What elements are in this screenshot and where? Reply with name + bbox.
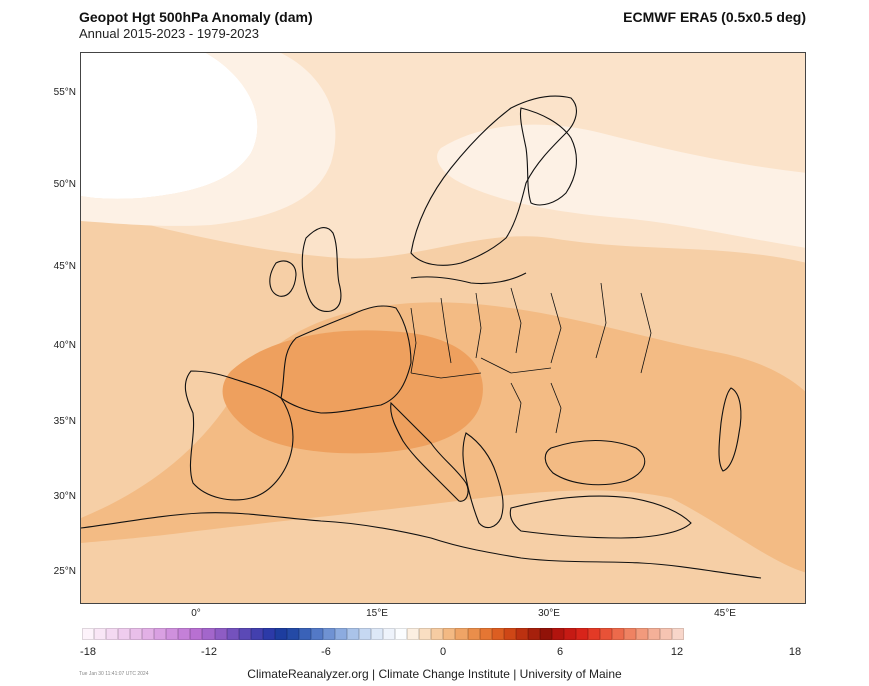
colorbar-cell: [467, 628, 480, 640]
colorbar-cell: [214, 628, 227, 640]
colorbar-cell: [515, 628, 528, 640]
coastlines: [81, 95, 762, 579]
colorbar-cell: [226, 628, 239, 640]
white-area-northwest: [81, 53, 258, 199]
colorbar-cell: [238, 628, 251, 640]
colorbar-cell: [130, 628, 143, 640]
lat-label-50n: 50°N: [53, 179, 76, 190]
colorbar-cell: [371, 628, 384, 640]
colorbar-tick: 6: [556, 646, 564, 658]
colorbar-tick: -18: [80, 646, 96, 658]
colorbar-cell: [443, 628, 456, 640]
lon-label-15e: 15°E: [366, 608, 388, 619]
colorbar-cell: [178, 628, 191, 640]
lat-label-35n: 35°N: [53, 416, 76, 427]
scandinavia: [410, 95, 577, 266]
colorbar-cell: [563, 628, 576, 640]
colorbar-cell: [250, 628, 263, 640]
colorbar-cell: [407, 628, 420, 640]
colorbar-tick: 18: [788, 646, 802, 658]
lat-label-45n: 45°N: [53, 261, 76, 272]
colorbar-tick: -6: [321, 646, 331, 658]
colorbar-cell: [431, 628, 444, 640]
colorbar-cell: [82, 628, 95, 640]
colorbar-cell: [395, 628, 408, 640]
colorbar-cell: [587, 628, 601, 640]
dataset-label: ECMWF ERA5 (0.5x0.5 deg): [623, 9, 806, 25]
anomaly-map: [80, 52, 806, 604]
colorbar-cell: [383, 628, 396, 640]
colorbar-cell: [310, 628, 323, 640]
lon-label-45e: 45°E: [714, 608, 736, 619]
country-borders: [410, 282, 652, 434]
colorbar-cell: [672, 628, 685, 640]
colorbar-cell: [94, 628, 107, 640]
colorbar-cell: [166, 628, 179, 640]
colorbar-tick: -12: [201, 646, 217, 658]
turkey: [509, 495, 692, 539]
colorbar-cell: [142, 628, 155, 640]
map-title: Geopot Hgt 500hPa Anomaly (dam): [79, 9, 313, 25]
iberia-coast: [184, 370, 294, 501]
colorbar-cell: [539, 628, 552, 640]
colorbar-cell: [648, 628, 661, 640]
balkans-greece: [462, 432, 504, 529]
italy: [390, 401, 469, 502]
colorbar-cell: [298, 628, 311, 640]
lightest-area-scandinavia: [437, 124, 805, 248]
colorbar-cell: [262, 628, 275, 640]
north-africa-coast: [81, 512, 762, 579]
colorbar-cell: [575, 628, 588, 640]
colorbar-cell: [455, 628, 468, 640]
france-coast: [280, 305, 412, 414]
colorbar-cell: [274, 628, 287, 640]
colorbar-cell: [347, 628, 360, 640]
colorbar-cell: [286, 628, 299, 640]
lat-label-30n: 30°N: [53, 491, 76, 502]
colorbar-cell: [612, 628, 625, 640]
colorbar-cell: [660, 628, 673, 640]
lat-label-25n: 25°N: [53, 566, 76, 577]
colorbar-cell: [551, 628, 564, 640]
colorbar-cell: [118, 628, 131, 640]
ireland: [269, 260, 297, 297]
strong-core-france-alps: [222, 330, 483, 454]
colorbar-cell: [190, 628, 203, 640]
lon-label-0: 0°: [191, 608, 201, 619]
baltic-coast: [410, 272, 527, 285]
finland: [519, 107, 577, 206]
colorbar-cell: [636, 628, 649, 640]
colorbar-cell: [154, 628, 167, 640]
timestamp: Tue Jan 30 11:41:07 UTC 2024: [79, 671, 149, 677]
colorbar-cell: [479, 628, 492, 640]
footer-credit: ClimateReanalyzer.org | Climate Change I…: [247, 667, 622, 681]
black-sea: [544, 439, 646, 486]
lon-label-30e: 30°E: [538, 608, 560, 619]
colorbar-cell: [106, 628, 119, 640]
colorbar-cell: [491, 628, 504, 640]
colorbar: [82, 628, 685, 640]
colorbar-cell: [600, 628, 613, 640]
lat-label-40n: 40°N: [53, 340, 76, 351]
colorbar-cell: [202, 628, 215, 640]
colorbar-cell: [527, 628, 540, 640]
colorbar-cell: [419, 628, 432, 640]
colorbar-cell: [624, 628, 637, 640]
colorbar-cell: [334, 628, 348, 640]
caspian-sea: [718, 387, 742, 472]
colorbar-cell: [322, 628, 335, 640]
map-svg: [81, 53, 805, 603]
map-subtitle: Annual 2015-2023 - 1979-2023: [79, 26, 259, 41]
british-isles: [301, 227, 342, 312]
lightest-area-northwest: [81, 53, 336, 226]
colorbar-cell: [359, 628, 372, 640]
colorbar-cell: [503, 628, 516, 640]
colorbar-tick: 12: [670, 646, 684, 658]
lat-label-55n: 55°N: [53, 87, 76, 98]
colorbar-tick: 0: [439, 646, 447, 658]
